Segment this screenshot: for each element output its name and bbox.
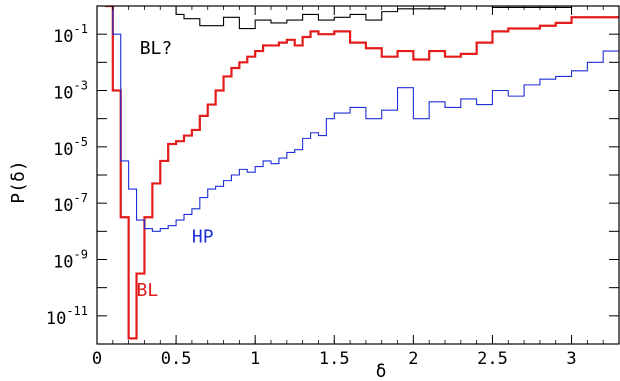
x-tick-label: 1: [250, 349, 260, 369]
x-tick-label: 3: [566, 349, 576, 369]
series-label: HP: [192, 227, 214, 248]
y-tick-label: 10-9: [53, 248, 88, 273]
y-axis-label: P(δ): [8, 160, 29, 203]
y-tick-label: 10-1: [53, 22, 88, 47]
x-tick-label: 0.5: [161, 349, 192, 369]
y-tick-label: 10-7: [53, 191, 88, 216]
series-label: BL: [137, 280, 159, 301]
x-axis-label: δ: [376, 361, 387, 381]
x-tick-label: 2: [408, 349, 418, 369]
y-tick-label: 10-11: [46, 304, 88, 329]
x-tick-label: 0: [92, 349, 102, 369]
series-label: BL?: [140, 38, 173, 59]
labels-layer: 0 0.5 1 1.5 2 2.5 3 10-1 10-3 10-5 10-7 10-9 10-11 BL…: [46, 22, 577, 369]
series-line-bl: [104, 6, 619, 340]
series-layer: [104, 6, 619, 340]
y-tick-label: 10-5: [53, 135, 88, 160]
x-tick-label: 1.5: [319, 349, 350, 369]
plot-frame: [96, 5, 620, 345]
y-tick-label: 10-3: [53, 79, 88, 104]
ticks-layer: [96, 5, 620, 345]
x-tick-label: 2.5: [477, 349, 508, 369]
series-line-hp: [104, 6, 619, 232]
